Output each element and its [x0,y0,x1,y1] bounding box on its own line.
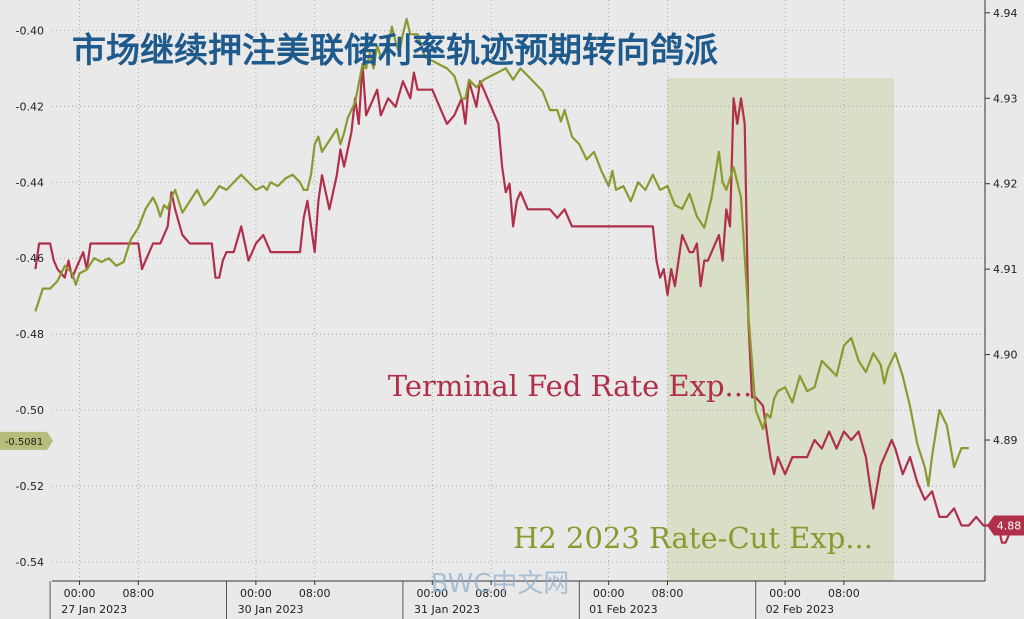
watermark: BWC中文网 [431,569,570,599]
x-day-label: 30 Jan 2023 [238,603,304,616]
x-tick-label: 08:00 [122,587,154,600]
right-last-value-label: 4.88 [997,519,1022,532]
right-tick-label: 4.89 [993,434,1018,447]
x-tick-label: 00:00 [769,587,801,600]
series-line-rate-cut [34,17,969,488]
axes: -0.40 -0.42 -0.44 -0.46 -0.48 -0.50 -0.52 -0.54… [16,0,1018,619]
right-tick-label: 4.91 [993,263,1018,276]
right-tick-label: 4.90 [993,349,1018,362]
chart-title: 市场继续押注美联储利率轨迹预期转向鸽派 [72,31,718,71]
left-tick-label: -0.44 [16,176,44,189]
x-tick-label: 00:00 [593,587,625,600]
left-tick-label: -0.42 [16,100,44,113]
x-tick-label: 08:00 [828,587,860,600]
x-day-label: 31 Jan 2023 [414,603,480,616]
left-tick-label: -0.52 [16,480,44,493]
left-last-value-tag [0,431,53,450]
highlight-region [667,78,894,581]
right-tick-label: 4.94 [993,7,1018,20]
x-tick-label: 08:00 [475,587,507,600]
series-label: H2 2023 Rate-Cut Exp... [513,521,873,555]
x-tick-label: 08:00 [299,587,331,600]
series-label: Terminal Fed Rate Exp... [388,369,752,403]
x-tick-label: 08:00 [652,587,684,600]
x-tick-label: 00:00 [240,587,272,600]
series-line-terminal-fed-rate [34,62,1021,544]
left-tick-label: -0.48 [16,328,44,341]
gridlines [52,0,985,581]
right-tick-label: 4.93 [993,92,1018,105]
x-tick-label: 00:00 [416,587,448,600]
left-tick-label: -0.40 [16,24,44,37]
right-last-value-tag [987,515,1024,536]
series-layer [34,17,1021,544]
left-tick-label: -0.50 [16,404,44,417]
left-tick-label: -0.46 [16,252,44,265]
right-tick-label: 4.92 [993,178,1018,191]
x-day-label: 02 Feb 2023 [766,603,834,616]
x-day-label: 01 Feb 2023 [589,603,657,616]
labels-layer: Terminal Fed Rate Exp... H2 2023 Rate-Cut… [0,369,1024,555]
left-last-value-label: -0.5081 [5,437,44,448]
x-tick-label: 00:00 [64,587,96,600]
x-day-label: 27 Jan 2023 [61,603,127,616]
left-tick-label: -0.54 [16,556,44,569]
